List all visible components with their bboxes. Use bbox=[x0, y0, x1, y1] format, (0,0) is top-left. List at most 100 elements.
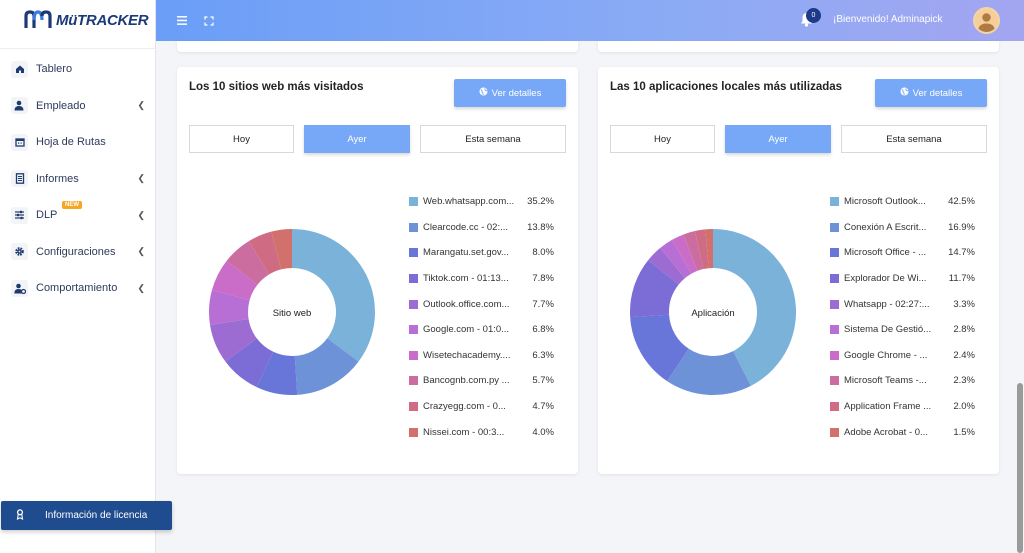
donut-slice[interactable] bbox=[226, 241, 270, 285]
websites-legend: Web.whatsapp.com... 35.2% Clearcode.cc - 0… bbox=[409, 189, 554, 445]
card-title: Las 10 aplicaciones locales más utilizad… bbox=[610, 81, 843, 93]
license-info-button[interactable]: Información de licencia bbox=[1, 501, 172, 530]
apps-legend: Microsoft Outlook... 42.5% Conexión A Escr… bbox=[830, 189, 975, 445]
card-stub-right bbox=[598, 41, 999, 52]
view-details-button[interactable]: Ver detalles bbox=[454, 79, 566, 107]
legend-label: Google Chrome - ... bbox=[844, 349, 928, 361]
donut-slice[interactable] bbox=[212, 260, 258, 301]
legend-label: Clearcode.cc - 02:... bbox=[423, 221, 509, 233]
brand-name: MüTRACKER bbox=[56, 11, 149, 29]
donut-slice[interactable] bbox=[705, 229, 713, 269]
sidebar-item-informes[interactable]: Informes ❮ bbox=[0, 161, 155, 198]
donut-slice[interactable] bbox=[256, 351, 298, 395]
donut-slice[interactable] bbox=[672, 234, 698, 274]
legend-item[interactable]: Bancognb.com.py ... 5.7% bbox=[409, 368, 554, 394]
sidebar-item-hoja-de-rutas[interactable]: Hoja de Rutas bbox=[0, 124, 155, 161]
legend-swatch bbox=[409, 222, 418, 232]
legend-item[interactable]: Google Chrome - ... 2.4% bbox=[830, 343, 975, 369]
legend-item[interactable]: Application Frame ... 2.0% bbox=[830, 394, 975, 420]
donut-slice[interactable] bbox=[694, 229, 709, 270]
donut-slice[interactable] bbox=[225, 338, 274, 388]
legend-item[interactable]: Google.com - 01:0... 6.8% bbox=[409, 317, 554, 343]
legend-label: Nissei.com - 00:3... bbox=[423, 426, 505, 438]
legend-item[interactable]: Adobe Acrobat - 0... 1.5% bbox=[830, 419, 975, 445]
donut-slice[interactable] bbox=[294, 338, 359, 395]
legend-item[interactable]: Sistema De Gestió... 2.8% bbox=[830, 317, 975, 343]
legend-swatch bbox=[409, 248, 418, 258]
sidebar-nav: Tablero Empleado ❮ Hoja de Rutas Informe… bbox=[0, 51, 155, 307]
legend-item[interactable]: Explorador De Wi... 11.7% bbox=[830, 266, 975, 292]
sidebar-item-tablero[interactable]: Tablero bbox=[0, 51, 155, 88]
sidebar-item-label: Empleado bbox=[36, 99, 86, 112]
legend-percent: 13.8% bbox=[527, 221, 554, 233]
legend-label: Outlook.office.com... bbox=[423, 298, 510, 310]
legend-label: Crazyegg.com - 0... bbox=[423, 401, 506, 413]
legend-item[interactable]: Wisetechacademy.... 6.3% bbox=[409, 343, 554, 369]
calendar-icon bbox=[11, 133, 28, 151]
menu-toggle-icon[interactable] bbox=[177, 16, 187, 25]
legend-swatch bbox=[830, 350, 839, 360]
legend-swatch bbox=[830, 325, 839, 335]
card-stub-left bbox=[177, 41, 578, 52]
donut-slice[interactable] bbox=[713, 229, 796, 386]
legend-item[interactable]: Outlook.office.com... 7.7% bbox=[409, 291, 554, 317]
donut-slice[interactable] bbox=[248, 231, 282, 275]
donut-slice[interactable] bbox=[630, 260, 679, 318]
tab-ayer[interactable]: Ayer bbox=[725, 125, 831, 153]
chevron-left-icon: ❮ bbox=[137, 282, 145, 293]
legend-item[interactable]: Web.whatsapp.com... 35.2% bbox=[409, 189, 554, 215]
legend-item[interactable]: Tiktok.com - 01:13... 7.8% bbox=[409, 266, 554, 292]
home-icon bbox=[11, 60, 28, 78]
legend-percent: 35.2% bbox=[527, 196, 554, 208]
legend-label: Marangatu.set.gov... bbox=[423, 247, 509, 259]
view-details-button[interactable]: Ver detalles bbox=[875, 79, 987, 107]
sidebar-item-comportamiento[interactable]: Comportamiento ❮ bbox=[0, 270, 155, 307]
legend-label: Sistema De Gestió... bbox=[844, 324, 932, 336]
sidebar-item-empleado[interactable]: Empleado ❮ bbox=[0, 88, 155, 125]
new-badge: NEW bbox=[62, 201, 82, 209]
legend-item[interactable]: Microsoft Office - ... 14.7% bbox=[830, 240, 975, 266]
legend-item[interactable]: Marangatu.set.gov... 8.0% bbox=[409, 240, 554, 266]
sliders-icon bbox=[11, 206, 28, 224]
card-title: Los 10 sitios web más visitados bbox=[189, 81, 364, 93]
legend-swatch bbox=[409, 402, 418, 412]
legend-percent: 6.8% bbox=[532, 324, 554, 336]
tab-hoy[interactable]: Hoy bbox=[189, 125, 294, 153]
legend-item[interactable]: Conexión A Escrit... 16.9% bbox=[830, 215, 975, 241]
donut-slice[interactable] bbox=[210, 318, 257, 362]
donut-slice[interactable] bbox=[660, 239, 692, 279]
donut-center-label: Aplicación bbox=[691, 308, 734, 319]
sidebar-item-configuraciones[interactable]: Configuraciones ❮ bbox=[0, 234, 155, 271]
legend-item[interactable]: Nissei.com - 00:3... 4.0% bbox=[409, 419, 554, 445]
avatar[interactable] bbox=[973, 7, 1000, 34]
page-scrollbar[interactable] bbox=[1017, 383, 1023, 553]
donut-slice[interactable] bbox=[209, 289, 250, 325]
legend-swatch bbox=[409, 376, 418, 386]
legend-label: Wisetechacademy.... bbox=[423, 349, 511, 361]
donut-slice[interactable] bbox=[667, 348, 751, 395]
fullscreen-icon[interactable] bbox=[204, 15, 214, 26]
legend-swatch bbox=[830, 248, 839, 258]
legend-item[interactable]: Microsoft Teams -... 2.3% bbox=[830, 368, 975, 394]
chevron-left-icon: ❮ bbox=[137, 173, 145, 184]
legend-item[interactable]: Microsoft Outlook... 42.5% bbox=[830, 189, 975, 215]
donut-slice[interactable] bbox=[292, 229, 375, 362]
legend-label: Microsoft Teams -... bbox=[844, 375, 927, 387]
legend-item[interactable]: Crazyegg.com - 0... 4.7% bbox=[409, 394, 554, 420]
donut-slice[interactable] bbox=[630, 314, 689, 382]
legend-item[interactable]: Clearcode.cc - 02:... 13.8% bbox=[409, 215, 554, 241]
donut-slice[interactable] bbox=[648, 248, 685, 285]
legend-item[interactable]: Whatsapp - 02:27:... 3.3% bbox=[830, 291, 975, 317]
legend-label: Microsoft Office - ... bbox=[844, 247, 927, 259]
donut-slice[interactable] bbox=[271, 229, 292, 270]
tab-esta-semana[interactable]: Esta semana bbox=[841, 125, 987, 153]
donut-slice[interactable] bbox=[683, 230, 704, 271]
tab-esta-semana[interactable]: Esta semana bbox=[420, 125, 566, 153]
sidebar-item-dlp[interactable]: DLP NEW ❮ bbox=[0, 197, 155, 234]
tab-hoy[interactable]: Hoy bbox=[610, 125, 715, 153]
legend-percent: 3.3% bbox=[953, 298, 975, 310]
legend-percent: 16.9% bbox=[948, 221, 975, 233]
tab-ayer[interactable]: Ayer bbox=[304, 125, 410, 153]
legend-percent: 2.3% bbox=[953, 375, 975, 387]
logo[interactable]: MüTRACKER bbox=[0, 0, 155, 40]
